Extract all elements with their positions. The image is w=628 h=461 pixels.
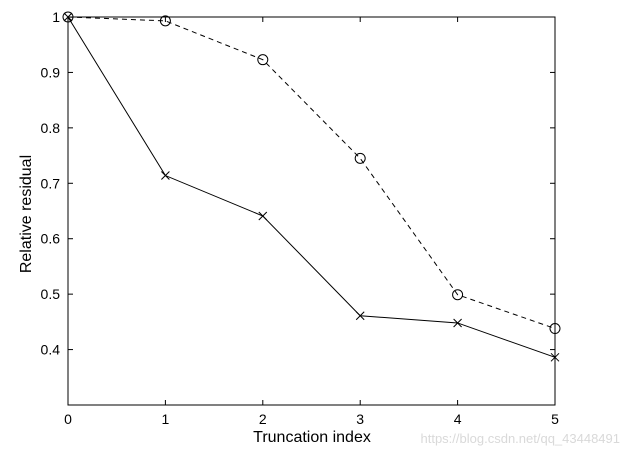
- y-tick-label: 0.4: [41, 342, 61, 358]
- circle-marker: [549, 323, 561, 335]
- x-tick-label: 3: [356, 411, 364, 427]
- watermark-text: https://blog.csdn.net/qq_43448491: [421, 431, 621, 446]
- y-tick-label: 0.5: [41, 286, 61, 302]
- plot-frame: [67, 16, 556, 406]
- x-marker: [258, 211, 268, 221]
- y-tick-label: 0.7: [41, 175, 61, 191]
- x-tick-label: 4: [454, 411, 462, 427]
- series-1: [63, 12, 560, 362]
- y-tick-label: 1: [52, 9, 60, 25]
- x-marker: [355, 311, 365, 321]
- circle-marker: [354, 152, 366, 164]
- x-marker: [161, 171, 170, 180]
- y-tick-label: 0.9: [41, 64, 61, 80]
- circle-marker: [159, 15, 171, 27]
- circle-marker: [257, 54, 269, 66]
- x-tick-label: 5: [551, 411, 559, 427]
- y-axis-label: Relative residual: [18, 155, 35, 273]
- series-layer: [62, 11, 561, 362]
- series-line: [67, 16, 556, 358]
- x-axis-label: Truncation index: [253, 429, 371, 446]
- circle-marker: [452, 289, 464, 301]
- series-2: [62, 11, 561, 335]
- axis-ticks: 0 1 2 3 4 5 0.4 0.5 0.6 0.7 0.8 0.9 1: [41, 9, 560, 427]
- x-marker: [550, 352, 560, 362]
- x-tick-label: 0: [64, 411, 72, 427]
- x-marker: [453, 318, 462, 328]
- x-tick-label: 2: [259, 411, 267, 427]
- circle-marker: [62, 11, 74, 23]
- y-tick-label: 0.6: [41, 231, 61, 247]
- y-tick-label: 0.8: [41, 120, 61, 136]
- series-line: [67, 16, 556, 329]
- x-tick-label: 1: [162, 411, 170, 427]
